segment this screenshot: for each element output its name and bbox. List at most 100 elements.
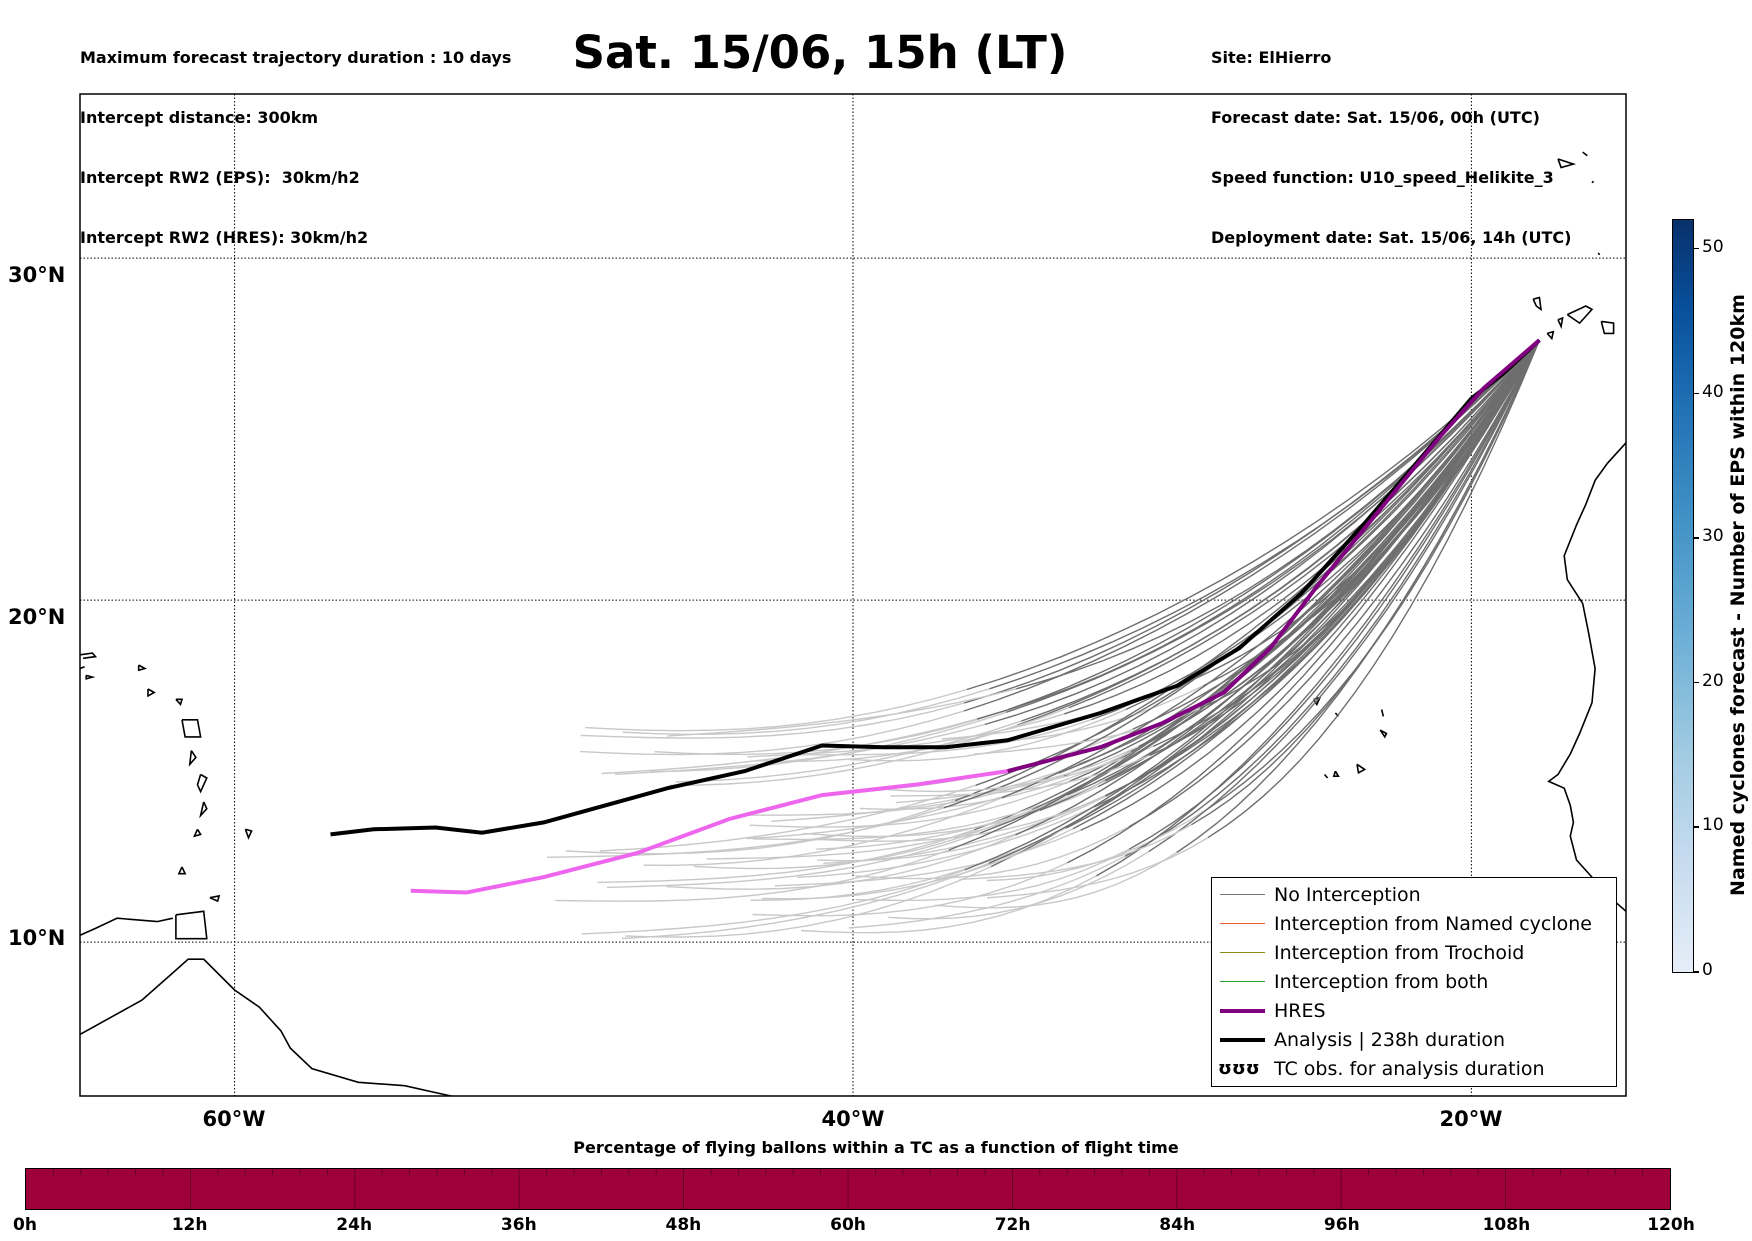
info-line: Speed function: U10_speed_Helikite_3 [1211,168,1554,187]
eps-member [1105,339,1540,782]
eps-member-early [800,875,1097,934]
eps-member-early [815,795,1106,842]
coastline-segment [177,866,187,875]
colorbar-title: Named cyclones forecast - Number of EPS … [1727,294,1749,896]
eps-member-early [621,862,990,940]
coastline-segment [1380,709,1385,717]
eps-member-early [643,797,1003,867]
legend-line-swatch [1220,981,1265,982]
eps-member-early [934,851,1178,909]
param-line: Intercept RW2 (HRES): 30km/h2 [80,228,369,247]
coastline-segment [1546,330,1555,341]
colorbar-tick-label: 20 [1702,670,1724,691]
map-frame [79,93,1627,1097]
eps-member-early [597,829,975,884]
eps-member-early [585,688,968,732]
eps-member-early [738,772,1059,816]
info-line: Deployment date: Sat. 15/06, 14h (UTC) [1211,228,1572,247]
eps-member-early [666,834,1016,890]
legend-line-swatch [1220,952,1265,953]
legend-label: No Interception [1274,884,1421,906]
eps-member [1068,339,1540,709]
coastline-segment [1582,151,1588,157]
legend-item: ʊʊʊ TC obs. for analysis duration [1212,1056,1616,1082]
coastline-segment [1557,316,1564,330]
coastline-segment [1356,763,1367,775]
legend-item: No Interception [1212,882,1616,908]
legend-item: Interception from Named cyclone [1212,911,1616,937]
eps-member [1096,339,1541,877]
flight-bar-label: 84h [1159,1215,1196,1235]
flight-bar-label: 36h [500,1215,537,1235]
eps-member-early [752,794,1068,841]
flight-bar-label: 0h [13,1215,37,1235]
flight-bar-label: 108h [1482,1215,1531,1235]
eps-member-early [546,807,945,858]
coastline-segment [1597,252,1601,256]
legend-item: Analysis | 238h duration [1212,1027,1616,1053]
param-line: Intercept distance: 300km [80,108,319,127]
flight-time-bar [25,1168,1671,1210]
eps-member [975,339,1540,786]
coastline-segment [175,698,184,706]
coastline-segment [199,801,208,819]
lon-label: 60°W [202,1107,266,1131]
colorbar-tick-label: 10 [1702,815,1724,836]
page-title: Sat. 15/06, 15h (LT) [572,26,1068,79]
eps-member [1176,339,1541,854]
flight-bar-label: 24h [336,1215,373,1235]
eps-member [1017,339,1540,726]
eps-member-early [823,792,1111,864]
eps-member [1148,339,1541,853]
legend-line-swatch [1220,923,1265,924]
eps-member [963,339,1540,712]
eps-member [1063,339,1540,715]
coastline-segment [244,828,253,840]
coastline-segment [175,910,208,940]
flight-bar-label: 96h [1323,1215,1360,1235]
eps-member-early [797,806,1095,878]
legend-label: TC obs. for analysis duration [1274,1058,1545,1080]
lat-label: 10°N [8,926,66,950]
coastline-segment [1323,773,1329,779]
eps-member-early [803,786,1099,838]
parameters-block: Maximum forecast trajectory duration : 1… [80,8,511,268]
eps-member-early [888,851,1150,920]
eps-member-early [749,782,1066,828]
eps-member-early [959,824,1192,881]
eps-member [948,339,1540,851]
eps-member-early [895,745,1154,804]
colorbar-tick-label: 0 [1702,960,1713,980]
eps-member [964,339,1540,871]
coastline-segment [80,917,173,937]
legend-line-swatch [1220,1009,1265,1013]
eps-member-early [816,780,1106,850]
eps-member [1149,339,1541,757]
flight-bar-label: 48h [665,1215,702,1235]
eps-member-early [580,710,965,756]
info-line: Forecast date: Sat. 15/06, 00h (UTC) [1211,108,1540,127]
coastline-segment [1566,305,1594,325]
legend-label: Interception from Trochoid [1274,942,1525,964]
flight-bar-label: 12h [171,1215,208,1235]
eps-member-early [755,706,1070,763]
param-line: Intercept RW2 (EPS): 30km/h2 [80,168,360,187]
eps-member [1207,339,1541,839]
eps-member [1124,339,1541,857]
legend-label: HRES [1274,1000,1326,1022]
eps-member [1067,339,1540,796]
colorbar-tick-label: 30 [1702,526,1724,547]
legend-line-swatch [1220,894,1265,895]
eps-member-early [706,809,1041,860]
coastline-segment [85,674,96,680]
eps-member-early [675,720,1022,783]
param-line: Maximum forecast trajectory duration : 1… [80,48,512,67]
legend-item: Interception from Trochoid [1212,940,1616,966]
analysis-trajectory [330,338,1541,837]
coastline-segment [1547,442,1626,912]
lat-label: 20°N [8,605,66,629]
site-info-block: Site: ElHierro Forecast date: Sat. 15/06… [1211,8,1571,268]
coastline-segment [80,958,455,1096]
flight-bar-ticks [52,1169,1643,1209]
